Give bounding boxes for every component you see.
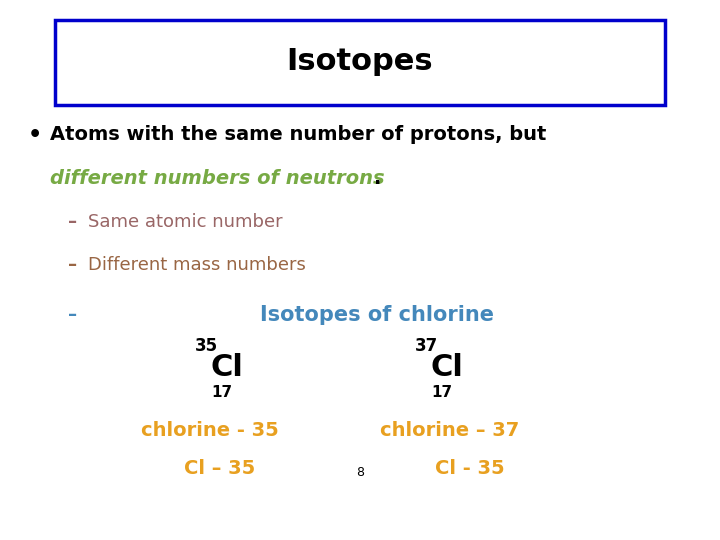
Text: Same atomic number: Same atomic number [88, 213, 283, 231]
Text: .: . [374, 168, 382, 187]
Text: 8: 8 [356, 465, 364, 478]
Text: –: – [68, 306, 77, 324]
Text: Cl: Cl [431, 354, 464, 382]
Text: 17: 17 [431, 385, 452, 400]
Text: Different mass numbers: Different mass numbers [88, 256, 306, 274]
Text: •: • [28, 125, 42, 145]
Text: –: – [68, 256, 77, 274]
FancyBboxPatch shape [55, 20, 665, 105]
Text: Cl: Cl [211, 354, 244, 382]
Text: 17: 17 [211, 385, 232, 400]
Text: 35: 35 [195, 337, 218, 355]
Text: different numbers of neutrons: different numbers of neutrons [50, 168, 384, 187]
Text: Cl - 35: Cl - 35 [435, 458, 505, 477]
Text: chlorine – 37: chlorine – 37 [380, 421, 520, 440]
Text: Isotopes of chlorine: Isotopes of chlorine [260, 305, 494, 325]
Text: Atoms with the same number of protons, but: Atoms with the same number of protons, b… [50, 125, 546, 145]
Text: Isotopes: Isotopes [287, 48, 433, 77]
Text: –: – [68, 213, 77, 231]
Text: Cl – 35: Cl – 35 [184, 458, 256, 477]
Text: 37: 37 [415, 337, 438, 355]
Text: chlorine - 35: chlorine - 35 [141, 421, 279, 440]
